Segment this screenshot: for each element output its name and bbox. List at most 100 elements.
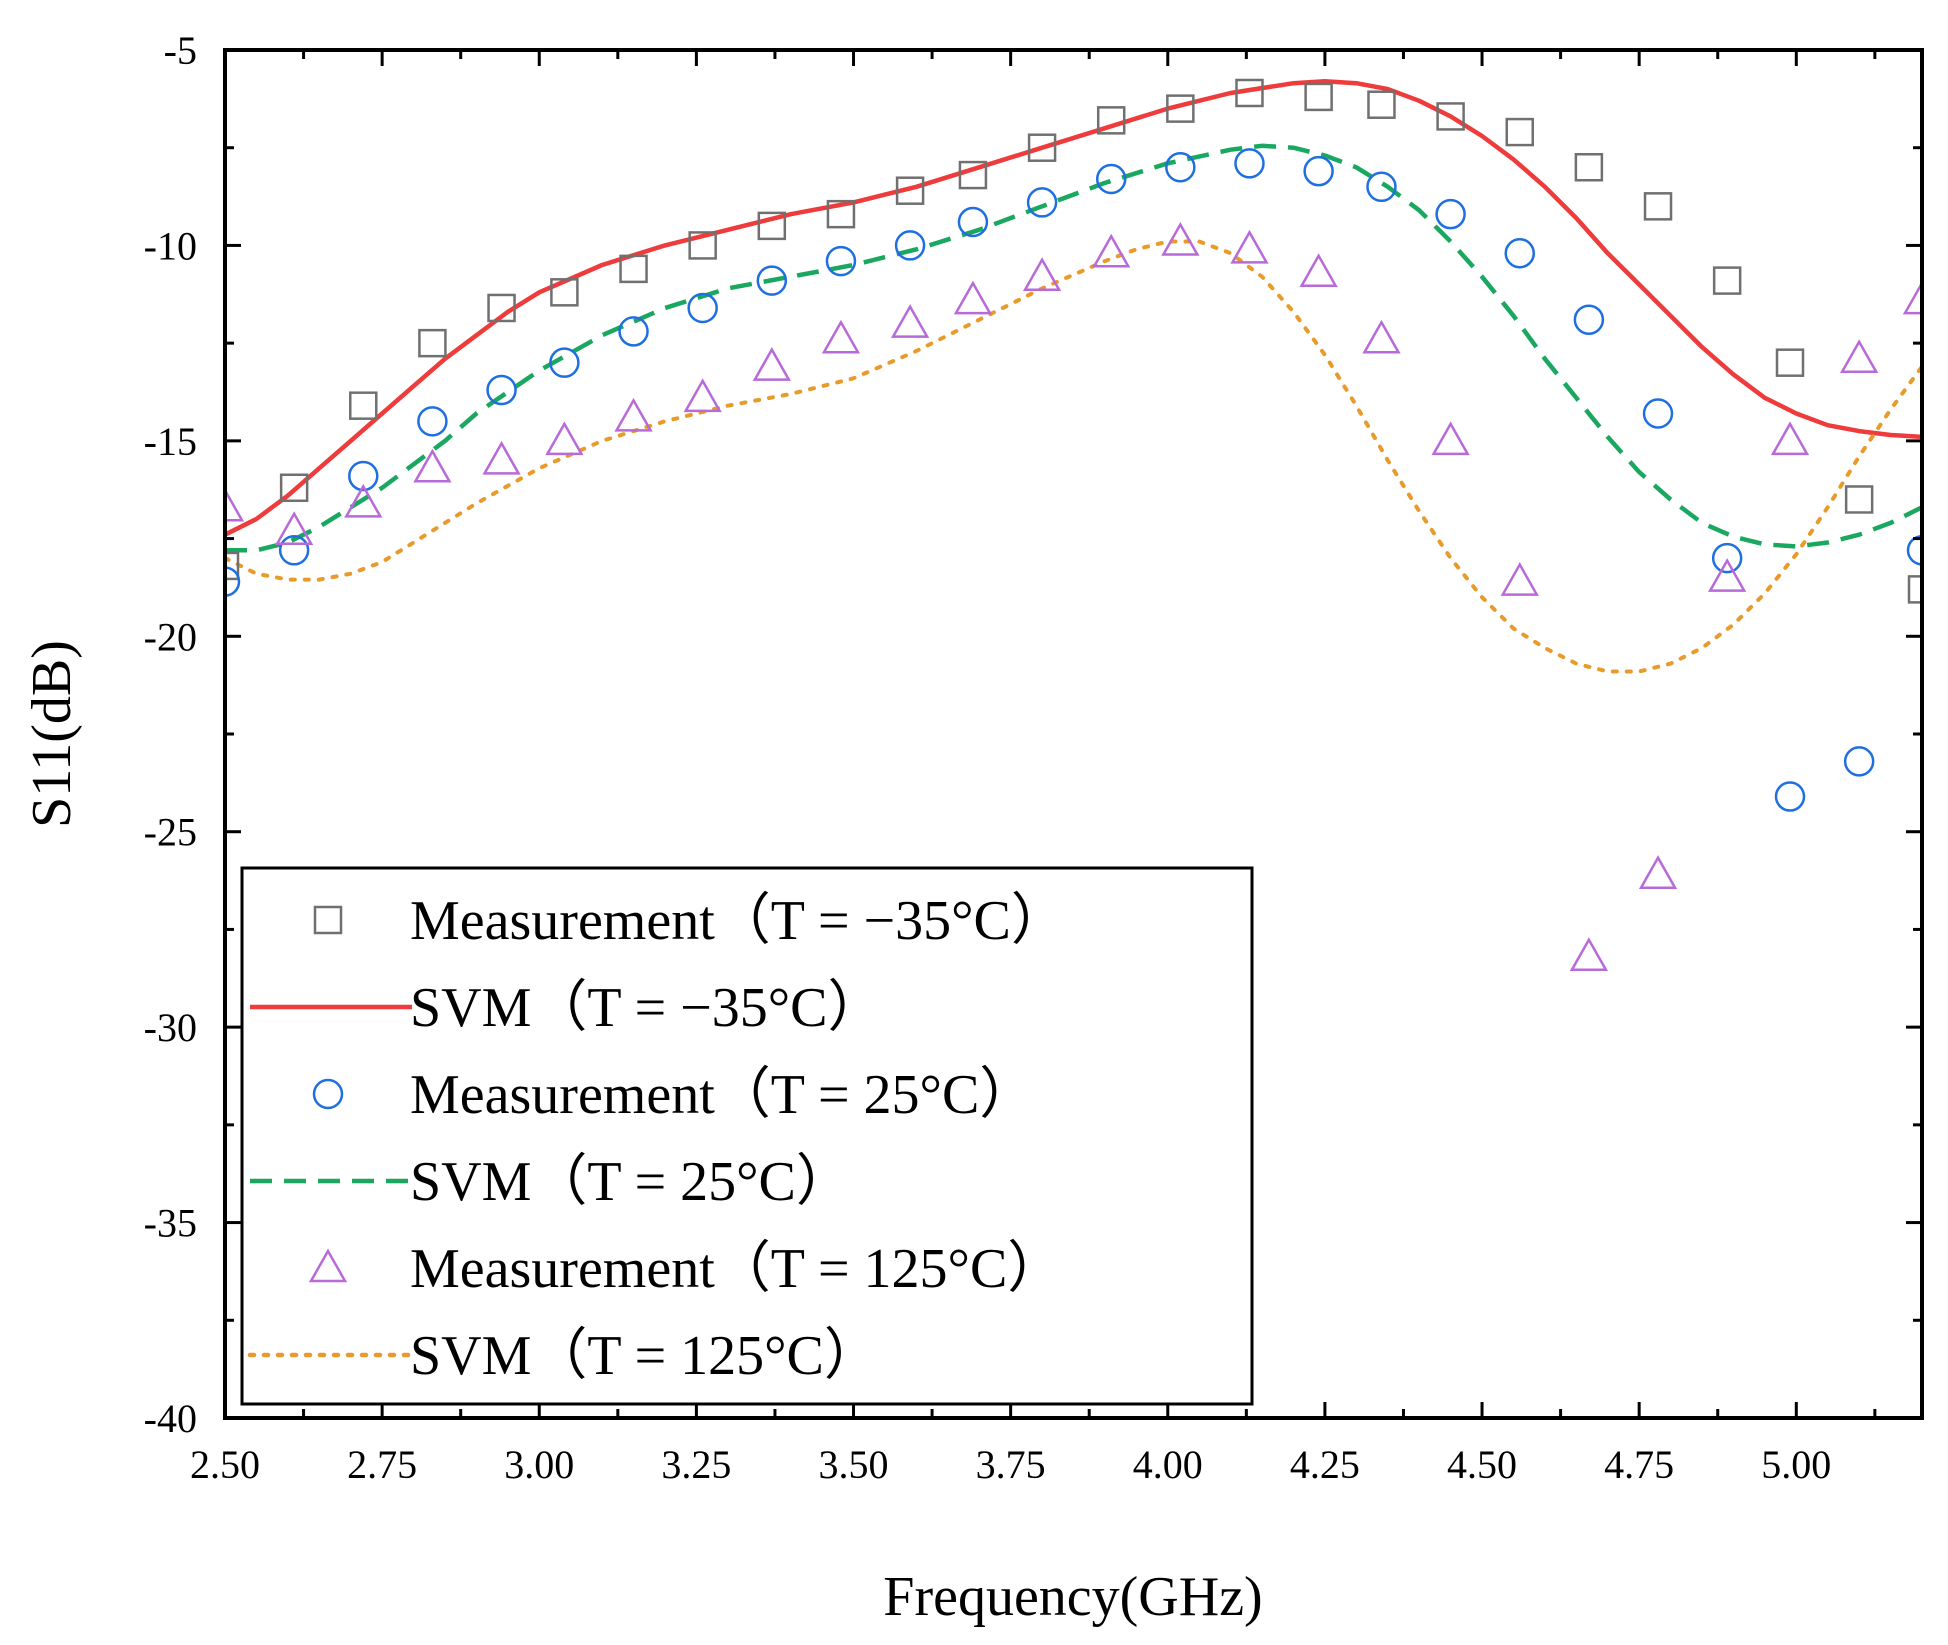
series-line-5 xyxy=(225,239,1922,674)
series-4-point xyxy=(545,421,584,456)
series-2-point xyxy=(957,206,989,238)
legend-entry: SVM（T = 25°C） xyxy=(250,1151,852,1213)
series-2-point xyxy=(825,245,857,277)
y-tick-label: -15 xyxy=(144,419,197,464)
series-2-point xyxy=(1234,148,1265,179)
legend-marker-swatch xyxy=(313,905,343,935)
plot-series-markers xyxy=(225,78,1922,972)
series-4-point xyxy=(1022,257,1062,291)
x-axis-title: Frequency(GHz) xyxy=(883,1566,1262,1628)
series-4-point xyxy=(413,448,452,483)
x-tick-label: 5.00 xyxy=(1761,1442,1831,1487)
series-0-point xyxy=(550,278,579,307)
x-tick-label: 4.25 xyxy=(1290,1442,1360,1487)
series-2-point xyxy=(1906,535,1922,566)
series-0-point xyxy=(895,176,925,205)
series-4-point xyxy=(1431,421,1470,456)
series-4-point xyxy=(1362,319,1401,354)
series-0-point xyxy=(1907,575,1922,604)
legend-entry: SVM（T = −35°C） xyxy=(250,977,883,1039)
series-2-point xyxy=(1303,155,1334,187)
legend-label: SVM（T = −35°C） xyxy=(410,977,883,1039)
y-tick-label: -40 xyxy=(144,1396,197,1441)
series-4-point xyxy=(1230,229,1269,264)
series-2-point xyxy=(417,406,448,437)
series-0-point xyxy=(958,160,988,190)
series-0-point xyxy=(1844,485,1874,514)
x-tick-label: 2.75 xyxy=(347,1442,417,1487)
series-2-point xyxy=(1435,198,1466,230)
series-2-point xyxy=(1573,304,1605,335)
series-4-point xyxy=(614,397,653,432)
series-4-point xyxy=(225,487,245,522)
series-4-point xyxy=(1708,558,1747,592)
legend-label: SVM（T = 125°C） xyxy=(410,1325,880,1387)
legend-label: SVM（T = 25°C） xyxy=(410,1151,852,1213)
series-4-point xyxy=(683,378,722,413)
series-line-3 xyxy=(225,143,1922,553)
y-tick-label: -10 xyxy=(144,223,197,268)
series-0-point xyxy=(1367,90,1396,119)
series-0-point xyxy=(1304,82,1333,112)
series-4-point xyxy=(1770,421,1810,456)
series-0-point xyxy=(1166,94,1195,123)
series-4-point xyxy=(1092,233,1131,268)
series-0-point xyxy=(1436,102,1465,131)
series-2-point xyxy=(687,292,718,324)
series-2-point xyxy=(1366,171,1397,203)
series-0-point xyxy=(1643,192,1673,221)
series-0-point xyxy=(418,328,447,358)
x-tick-label: 3.75 xyxy=(976,1442,1046,1487)
series-2-point xyxy=(618,316,649,347)
series-4-point xyxy=(1500,562,1539,596)
series-2-point xyxy=(348,460,379,492)
legend-entry: Measurement（T = 125°C） xyxy=(308,1238,1063,1300)
legend-label: Measurement（T = 125°C） xyxy=(410,1238,1063,1300)
series-0-point xyxy=(487,293,516,323)
series-2-point xyxy=(1843,746,1875,777)
series-4-point xyxy=(1840,339,1879,374)
x-tick-label: 3.00 xyxy=(504,1442,574,1487)
series-2-point xyxy=(225,566,241,597)
series-4-point xyxy=(821,319,861,354)
series-2-point xyxy=(1095,163,1127,195)
x-tick-label: 4.75 xyxy=(1604,1442,1674,1487)
series-4-point xyxy=(1299,253,1338,288)
y-axis-title: S11(dB) xyxy=(21,640,83,828)
series-0-point xyxy=(279,473,309,503)
y-tick-label: -5 xyxy=(164,28,197,73)
series-4-point xyxy=(890,304,930,338)
y-tick-label: -35 xyxy=(144,1201,197,1246)
series-2-point xyxy=(1026,187,1058,218)
legend-entry: SVM（T = 125°C） xyxy=(247,1325,880,1387)
series-0-point xyxy=(1712,266,1742,295)
y-tick-label: -25 xyxy=(144,810,197,855)
series-0-point xyxy=(688,231,717,260)
legend-marker-swatch xyxy=(308,1248,348,1283)
series-0-point xyxy=(757,211,787,241)
series-2-point xyxy=(1642,398,1674,429)
series-0-point xyxy=(349,391,378,420)
series-0-point xyxy=(1505,117,1534,147)
x-tick-label: 4.00 xyxy=(1133,1442,1203,1487)
series-4-point xyxy=(953,280,993,315)
x-tick-label: 3.50 xyxy=(819,1442,889,1487)
legend-entry: Measurement（T = 25°C） xyxy=(312,1064,1035,1126)
series-4-point xyxy=(344,483,383,518)
series-2-point xyxy=(278,535,310,566)
legend-frame xyxy=(240,866,1254,1406)
series-0-point xyxy=(1775,348,1805,377)
series-0-point xyxy=(1574,153,1604,182)
series-4-point xyxy=(1161,221,1200,256)
series-4-point xyxy=(482,440,521,475)
x-tick-label: 2.50 xyxy=(190,1442,260,1487)
series-4-point xyxy=(752,347,791,381)
x-tick-label: 4.50 xyxy=(1447,1442,1517,1487)
series-0-point xyxy=(1096,106,1126,135)
series-4-point xyxy=(274,511,314,546)
series-2-point xyxy=(486,374,517,406)
series-2-point xyxy=(1504,237,1535,269)
legend-label: Measurement（T = 25°C） xyxy=(410,1064,1035,1126)
legend: Measurement（T = −35°C） SVM（T = −35°C） Meas… xyxy=(240,866,1254,1406)
